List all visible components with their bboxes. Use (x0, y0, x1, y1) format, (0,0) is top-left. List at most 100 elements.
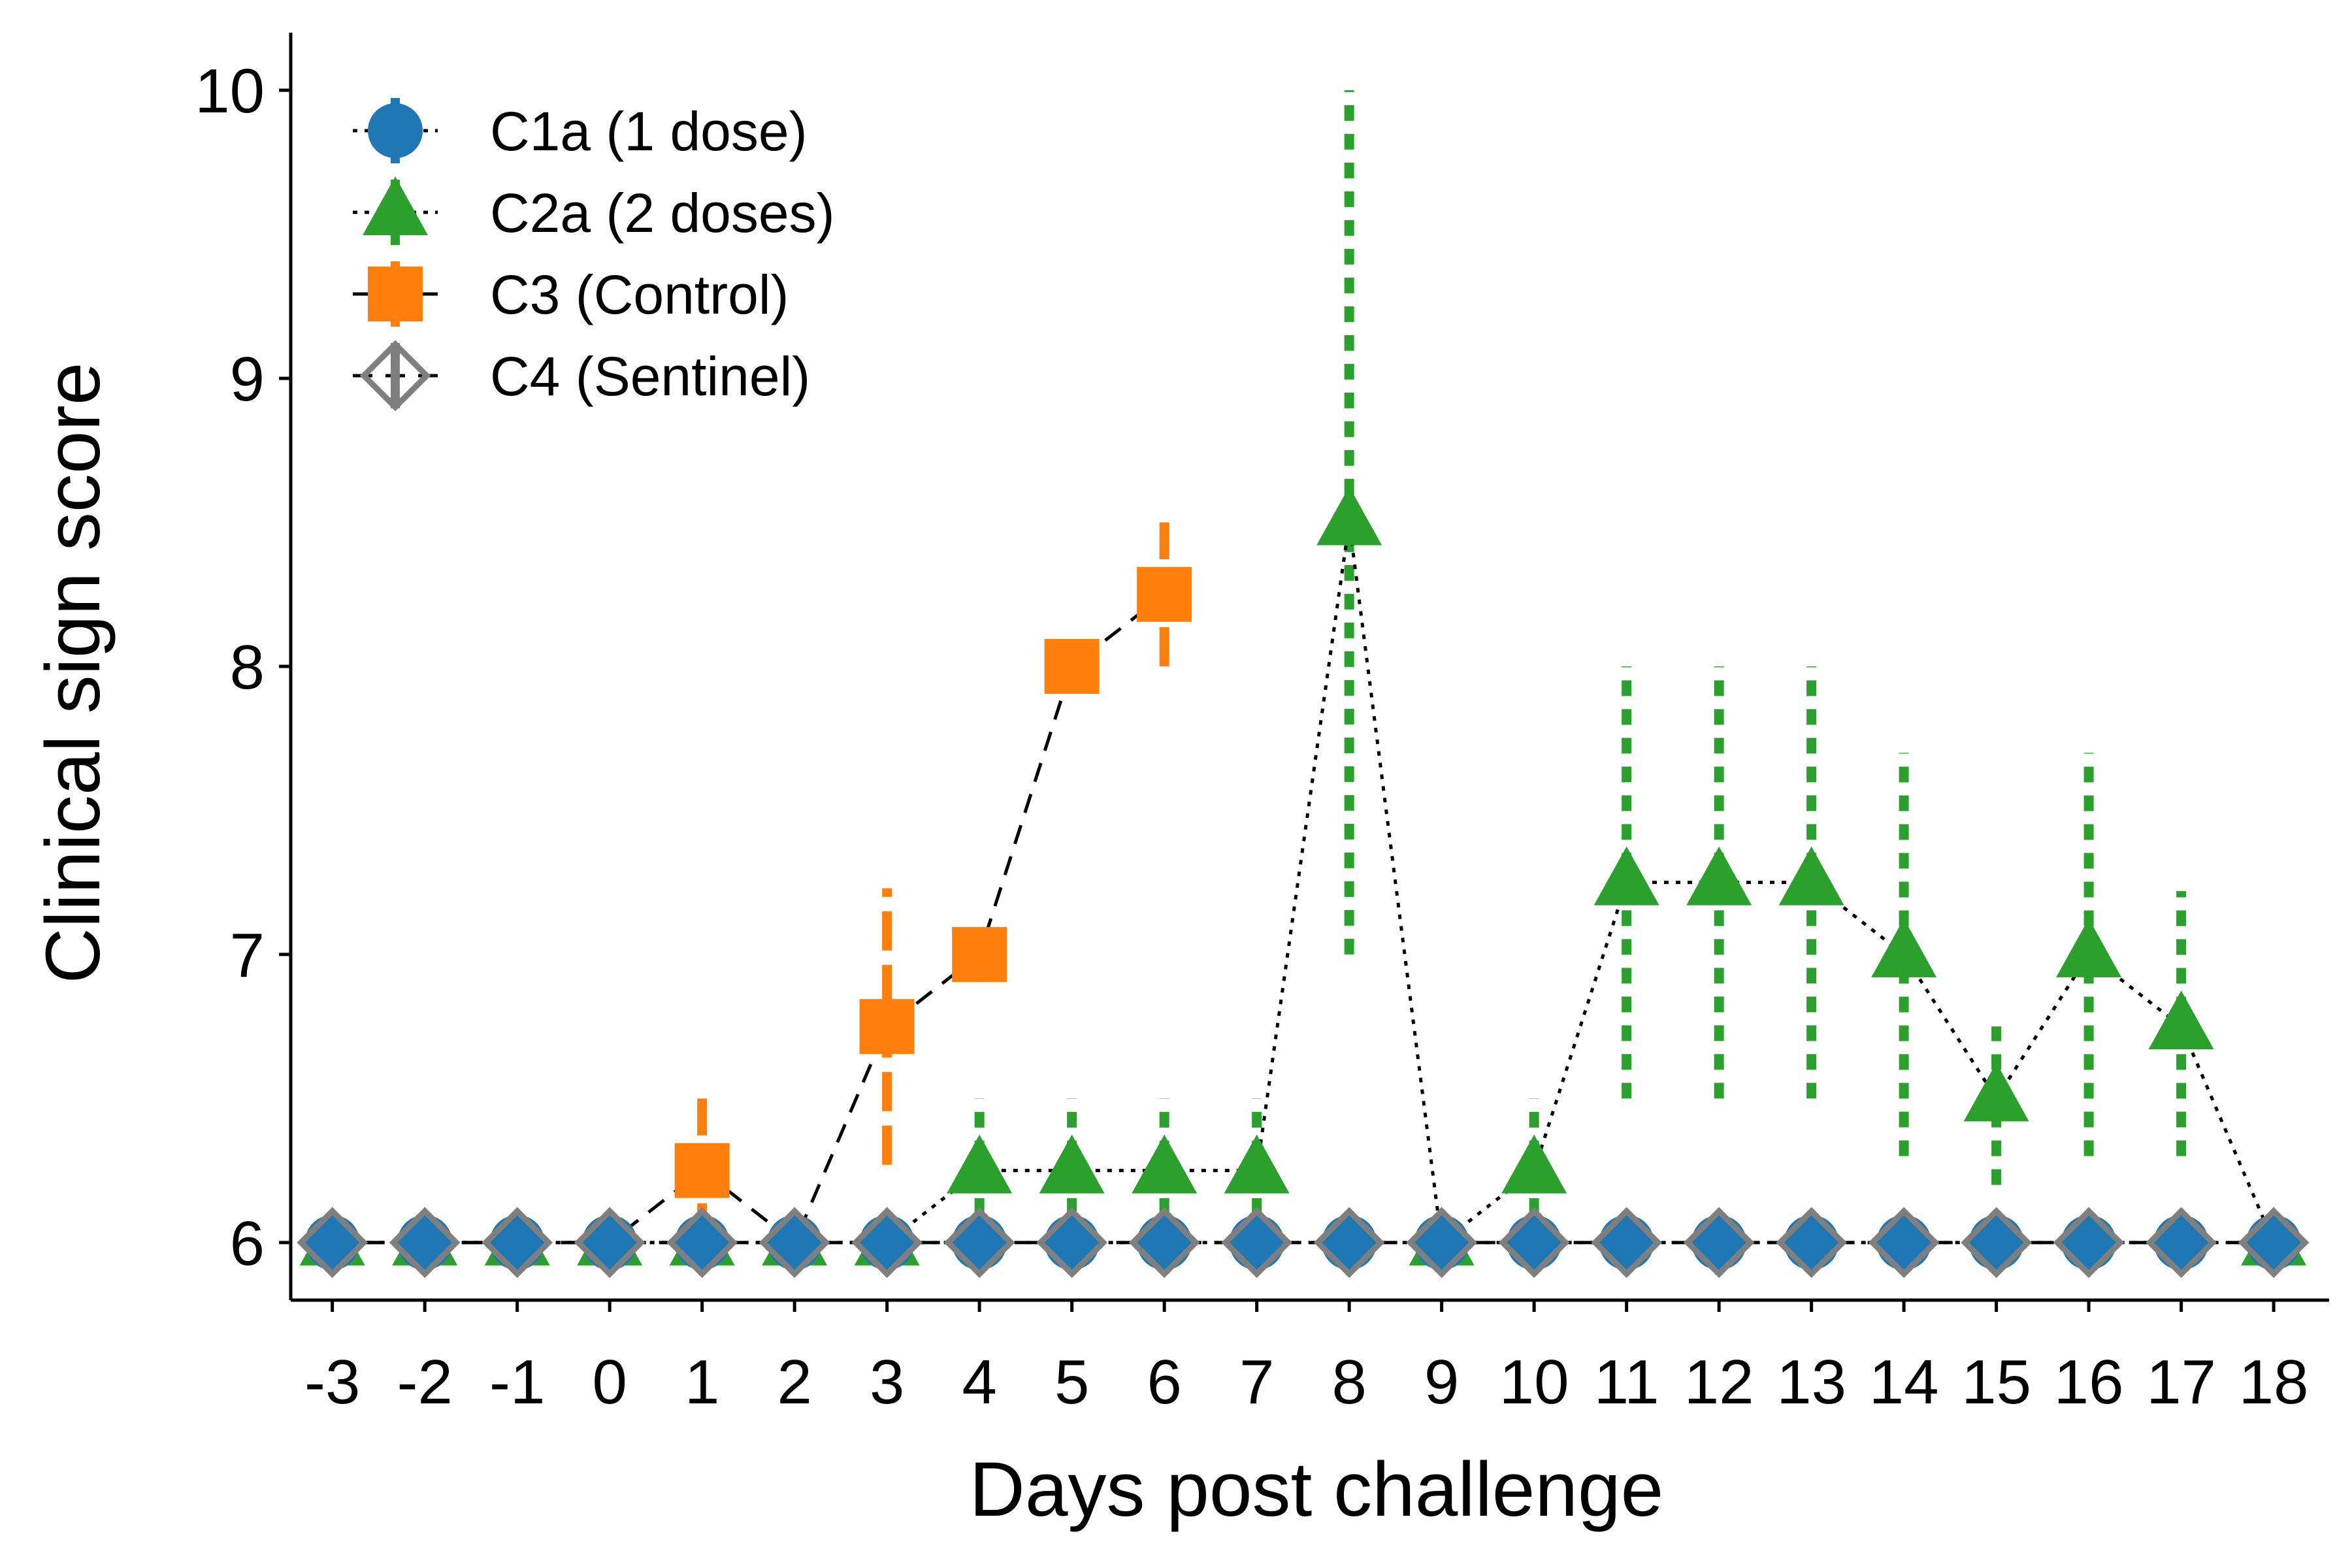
c4-sentinel-point (1498, 1207, 1570, 1279)
x-tick-label: 10 (1499, 1347, 1569, 1417)
c4-sentinel-point (1683, 1207, 1755, 1279)
c4-sentinel-point (297, 1207, 368, 1279)
c2a-2-doses-point (1039, 1134, 1105, 1194)
y-tick-label: 6 (230, 1209, 265, 1279)
c2a-2-doses-point (1963, 1062, 2029, 1122)
c1a-1-dose-point (2153, 1215, 2209, 1270)
x-tick-label: 8 (1331, 1347, 1366, 1417)
series-markers (297, 486, 2310, 1279)
y-axis-title: Clinical sign score (30, 363, 116, 984)
x-tick-label: 3 (870, 1347, 904, 1417)
c4-sentinel-point (1128, 1207, 1200, 1279)
c1a-1-dose-point (859, 1215, 915, 1270)
x-tick-label: 7 (1239, 1347, 1274, 1417)
c4-sentinel-point (666, 1207, 738, 1279)
c2a-2-doses-point (2148, 990, 2214, 1050)
c3-control-point (859, 999, 915, 1054)
y-tick-label: 9 (230, 344, 265, 414)
x-tick-label: 11 (1594, 1347, 1659, 1417)
x-tick-label: 2 (777, 1347, 811, 1417)
c4-sentinel-point (1961, 1207, 2032, 1279)
c4-sentinel-point (1776, 1207, 1847, 1279)
c1a-1-dose-point (1599, 1215, 1654, 1270)
c1a-1-dose-point (1322, 1215, 1377, 1270)
x-tick-label: 4 (962, 1347, 996, 1417)
c1a-1-dose-point (1876, 1215, 1932, 1270)
x-tick-label: 1 (685, 1347, 719, 1417)
legend-marker-c2a-2-doses (363, 176, 428, 235)
x-tick-label: -3 (304, 1347, 360, 1417)
c4-sentinel-point (2238, 1207, 2310, 1279)
c4-sentinel-point (759, 1207, 830, 1279)
c3-control-point (952, 926, 1007, 982)
series-lines (332, 522, 2276, 1246)
c2a-2-doses-point (947, 1134, 1013, 1194)
x-tick-label: 15 (1961, 1347, 2031, 1417)
c1a-1-dose-point (1414, 1215, 1469, 1270)
c4-sentinel-point (943, 1207, 1015, 1279)
c2a-2-doses-point (1871, 918, 1937, 977)
legend-label-c1a-1-dose: C1a (1 dose) (490, 101, 808, 162)
c2a-2-doses-line (332, 522, 2276, 1246)
c3-control-line (332, 593, 1166, 1245)
c1a-1-dose-point (952, 1215, 1007, 1270)
c2a-2-doses-point (1132, 1134, 1198, 1194)
legend-label-c2a-2-doses: C2a (2 doses) (490, 182, 835, 244)
c1a-1-dose-point (489, 1215, 545, 1270)
y-tick-label: 10 (195, 56, 265, 126)
c4-sentinel-point (2146, 1207, 2217, 1279)
c4-sentinel-point (2053, 1207, 2125, 1279)
x-tick-label: 5 (1054, 1347, 1089, 1417)
c2a-2-doses-point (1316, 486, 1382, 546)
c1a-1-dose-point (1044, 1215, 1100, 1270)
c1a-1-dose-point (1137, 1215, 1192, 1270)
c1a-1-dose-point (2246, 1215, 2302, 1270)
c2a-2-doses-point (2056, 918, 2122, 977)
y-tick-label: 8 (230, 632, 265, 702)
legend: C1a (1 dose) C2a (2 doses) C3 (Control) C4 … (353, 98, 835, 412)
c1a-1-dose-point (1691, 1215, 1747, 1270)
c1a-1-dose-point (2061, 1215, 2117, 1270)
legend-label-c4-sentinel: C4 (Sentinel) (490, 346, 810, 407)
c1a-1-dose-point (1229, 1215, 1284, 1270)
c2a-2-doses-point (1593, 846, 1659, 906)
x-tick-label: 13 (1776, 1347, 1846, 1417)
c4-sentinel-point (1313, 1207, 1385, 1279)
c4-sentinel-point (1221, 1207, 1293, 1279)
c1a-1-dose-point (1968, 1215, 2024, 1270)
c1a-1-dose-point (1784, 1215, 1839, 1270)
c4-sentinel-point (389, 1207, 461, 1279)
c4-sentinel-point (1868, 1207, 1940, 1279)
c2a-2-doses-point (1778, 846, 1844, 906)
c4-sentinel-point (851, 1207, 923, 1279)
c1a-1-dose-point (674, 1215, 730, 1270)
c1a-1-dose-point (1507, 1215, 1562, 1270)
c3-control-point (1137, 566, 1192, 622)
x-tick-label: 6 (1147, 1347, 1181, 1417)
c1a-1-dose-point (767, 1215, 823, 1270)
x-tick-label: 9 (1424, 1347, 1459, 1417)
legend-label-c3-control: C3 (Control) (490, 264, 789, 325)
x-tick-label: 18 (2239, 1347, 2309, 1417)
c4-sentinel-point (482, 1207, 553, 1279)
c4-sentinel-point (1406, 1207, 1477, 1279)
c4-sentinel-point (1591, 1207, 1662, 1279)
c2a-2-doses-point (1501, 1134, 1567, 1194)
x-tick-label: -1 (489, 1347, 545, 1417)
legend-marker-c1a-1-dose (368, 103, 423, 158)
legend-marker-c3-control (368, 267, 423, 321)
c2a-2-doses-point (1686, 846, 1752, 906)
x-tick-label: 17 (2146, 1347, 2216, 1417)
x-tick-label: 12 (1684, 1347, 1754, 1417)
c1a-1-dose-point (397, 1215, 453, 1270)
c1a-1-dose-point (582, 1215, 638, 1270)
x-tick-label: 0 (592, 1347, 627, 1417)
y-tick-label: 7 (230, 921, 265, 990)
x-tick-label: 16 (2054, 1347, 2124, 1417)
x-tick-label: 14 (1869, 1347, 1939, 1417)
c4-sentinel-point (574, 1207, 645, 1279)
c1a-1-dose-point (304, 1215, 360, 1270)
c2a-2-doses-point (1224, 1134, 1290, 1194)
